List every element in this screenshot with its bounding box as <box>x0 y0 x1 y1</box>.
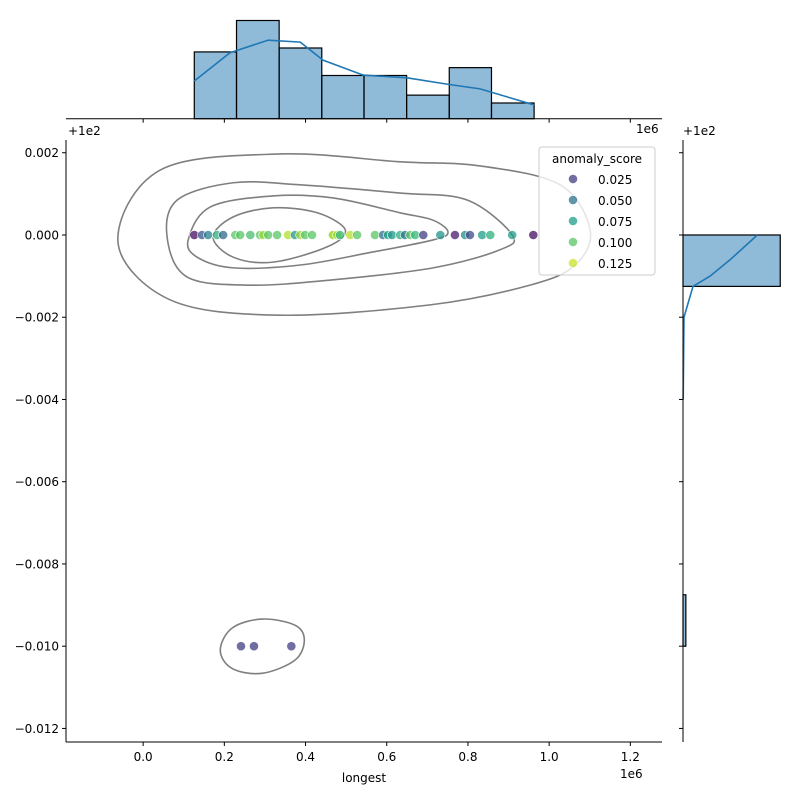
x-offset-text: 1e6 <box>620 767 643 781</box>
x-tick-label: 0.8 <box>458 750 477 764</box>
x-tick-label: 0.0 <box>134 750 153 764</box>
scatter-point <box>418 230 429 240</box>
legend: anomaly_score 0.025 0.050 0.075 0.100 0.125 <box>538 146 656 276</box>
legend-marker <box>568 237 578 247</box>
top-marginal-axes: 1e6 <box>66 19 662 136</box>
scatter-point <box>485 230 496 240</box>
legend-marker <box>568 216 578 226</box>
scatter-point <box>335 230 345 240</box>
y-tick-label: −0.010 <box>15 640 59 654</box>
scatter-point <box>450 230 460 240</box>
kde-contour <box>212 206 347 264</box>
y-offset-text: +1e2 <box>68 124 101 138</box>
legend-label: 0.100 <box>598 236 632 250</box>
legend-frame <box>538 146 656 276</box>
y-offset-text: +1e2 <box>683 124 716 138</box>
y-tick-label: −0.002 <box>15 311 59 325</box>
histogram-bar <box>193 51 238 120</box>
kde-contour <box>186 194 449 270</box>
scatter-point <box>245 230 256 240</box>
scatter-points <box>189 230 539 652</box>
scatter-point <box>286 641 297 652</box>
legend-label: 0.025 <box>598 173 632 187</box>
x-tick-label: 1.2 <box>621 750 640 764</box>
x-axis-label: longest <box>342 771 387 785</box>
histogram-bar <box>490 102 535 120</box>
x-tick-label: 0.2 <box>215 750 234 764</box>
histogram-bar <box>682 234 781 287</box>
y-tick-label: −0.004 <box>15 393 59 407</box>
scatter-point <box>507 230 518 240</box>
scatter-point <box>435 230 446 240</box>
y-tick-label: 0.000 <box>25 228 59 242</box>
x-tick-label: 0.6 <box>377 750 396 764</box>
legend-marker <box>568 174 578 184</box>
y-tick-label: −0.006 <box>15 475 59 489</box>
x-tick-label: 0.4 <box>296 750 315 764</box>
legend-label: 0.050 <box>598 194 632 208</box>
scatter-point <box>528 230 539 240</box>
x-offset-text: 1e6 <box>636 122 659 136</box>
legend-title: anomaly_score <box>552 152 642 166</box>
scatter-point <box>263 230 274 240</box>
scatter-point <box>235 230 246 240</box>
legend-label: 0.075 <box>598 215 632 229</box>
kde-curve <box>682 234 758 400</box>
histogram-bar <box>448 67 493 120</box>
main-axes: 0.0 0.2 0.4 0.6 0.8 1.0 1.2 0.002 0.000 −0.002 −0.… <box>15 124 662 785</box>
histogram-bar <box>235 19 280 120</box>
scatter-point <box>236 641 246 652</box>
scatter-point <box>218 230 229 240</box>
kde-curve <box>193 39 535 106</box>
histogram-bar <box>363 74 408 120</box>
scatter-point <box>352 230 362 240</box>
right-marginal-axes: +1e2 <box>679 124 781 742</box>
histogram-bar <box>406 94 450 120</box>
histogram-bar <box>321 74 365 120</box>
y-tick-label: −0.012 <box>15 722 59 736</box>
scatter-point <box>465 230 475 240</box>
scatter-point <box>249 641 259 652</box>
scatter-point <box>203 230 213 240</box>
scatter-point <box>272 230 283 240</box>
legend-marker <box>568 258 578 268</box>
histogram-bar <box>278 47 323 120</box>
scatter-point <box>307 230 317 240</box>
legend-label: 0.125 <box>598 257 632 271</box>
y-tick-label: −0.008 <box>15 557 59 571</box>
y-tick-label: 0.002 <box>25 146 59 160</box>
x-tick-label: 1.0 <box>540 750 559 764</box>
kde-contour <box>219 618 306 675</box>
legend-marker <box>568 195 578 205</box>
